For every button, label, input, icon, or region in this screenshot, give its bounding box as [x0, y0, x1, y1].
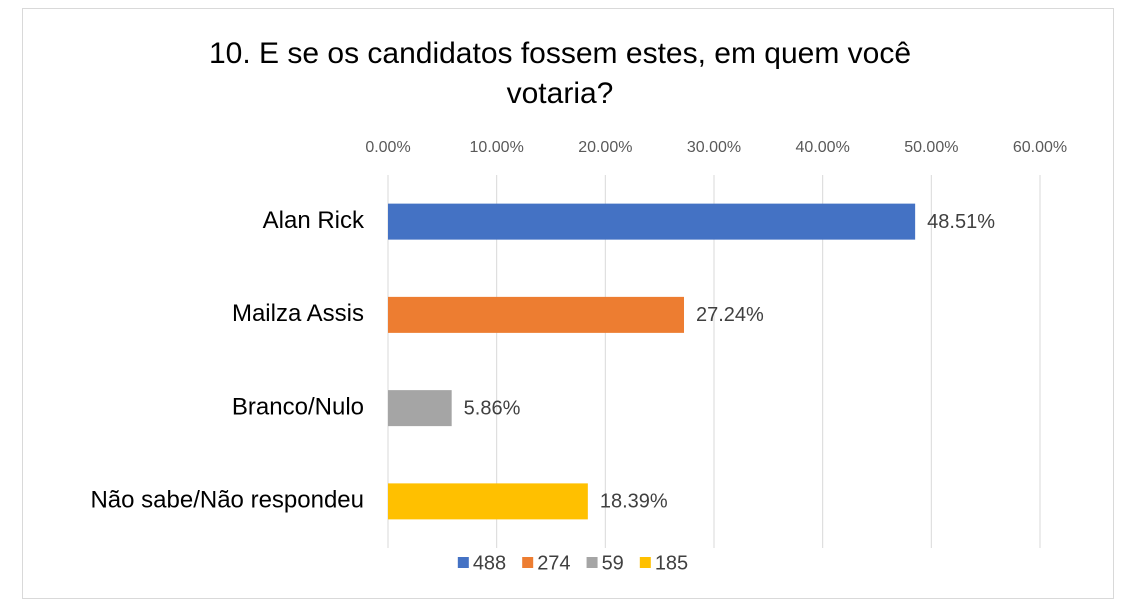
legend-marker	[586, 557, 598, 568]
x-tick-label: 60.00%	[1013, 139, 1067, 156]
legend-marker	[457, 557, 469, 568]
bar	[388, 203, 916, 240]
legend-label: 274	[537, 552, 570, 574]
data-label: 5.86%	[464, 397, 521, 419]
x-tick-label: 50.00%	[904, 139, 958, 156]
y-tick-label: Mailza Assis	[232, 300, 364, 327]
y-tick-label: Alan Rick	[263, 207, 365, 234]
data-label: 27.24%	[696, 304, 764, 326]
y-tick-label: Branco/Nulo	[232, 393, 364, 420]
chart-title: 10. E se os candidatos fossem estes, em …	[209, 37, 911, 110]
y-tick-label: Não sabe/Não respondeu	[90, 487, 364, 514]
x-tick-label: 10.00%	[470, 139, 524, 156]
data-label: 18.39%	[600, 491, 668, 513]
legend-label: 488	[473, 552, 506, 574]
legend-marker	[639, 557, 651, 568]
data-label: 48.51%	[927, 211, 995, 233]
bar	[388, 296, 685, 333]
x-tick-label: 40.00%	[796, 139, 850, 156]
legend: 488 274 59 185	[457, 552, 688, 574]
x-tick-label: 0.00%	[365, 139, 410, 156]
legend-marker	[522, 557, 534, 568]
legend-label: 59	[602, 552, 624, 574]
x-tick-label: 30.00%	[687, 139, 741, 156]
bar	[388, 483, 588, 520]
bar	[388, 390, 452, 427]
x-tick-label: 20.00%	[578, 139, 632, 156]
legend-label: 185	[655, 552, 688, 574]
